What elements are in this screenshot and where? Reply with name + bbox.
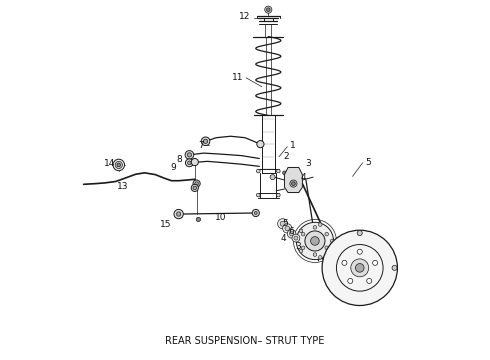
Text: 4: 4 (300, 173, 306, 182)
Circle shape (257, 140, 264, 148)
Circle shape (254, 212, 257, 215)
Circle shape (283, 171, 286, 175)
Circle shape (267, 8, 270, 12)
Circle shape (348, 278, 353, 283)
Circle shape (280, 221, 285, 226)
Text: 5: 5 (283, 219, 289, 228)
Circle shape (115, 161, 122, 168)
Text: 8: 8 (176, 155, 182, 164)
Text: 3: 3 (305, 159, 311, 168)
Circle shape (325, 246, 328, 249)
Circle shape (185, 150, 194, 159)
Circle shape (188, 161, 191, 165)
Circle shape (342, 260, 347, 265)
Text: 5: 5 (365, 158, 371, 167)
Circle shape (372, 260, 378, 265)
Circle shape (285, 226, 290, 231)
Circle shape (322, 230, 397, 306)
Circle shape (191, 184, 198, 192)
Circle shape (265, 6, 272, 13)
Text: 1: 1 (290, 141, 295, 150)
Circle shape (290, 180, 297, 187)
Circle shape (276, 169, 280, 173)
Circle shape (301, 232, 305, 236)
Text: 10: 10 (215, 213, 226, 222)
Circle shape (357, 249, 362, 254)
Circle shape (113, 159, 124, 171)
Circle shape (256, 169, 260, 173)
Circle shape (318, 256, 322, 259)
Circle shape (299, 249, 303, 253)
Text: 7: 7 (198, 141, 204, 150)
Circle shape (203, 139, 208, 143)
Circle shape (191, 158, 198, 166)
Circle shape (313, 226, 317, 229)
Circle shape (292, 182, 295, 185)
Circle shape (367, 278, 372, 283)
Circle shape (299, 229, 303, 233)
Circle shape (176, 212, 181, 216)
Circle shape (193, 186, 196, 190)
Circle shape (256, 193, 260, 197)
Polygon shape (285, 167, 302, 193)
Circle shape (283, 224, 292, 233)
Text: 11: 11 (232, 73, 243, 82)
Circle shape (193, 180, 200, 187)
Circle shape (270, 175, 275, 180)
Circle shape (357, 230, 362, 235)
Circle shape (201, 137, 210, 145)
Circle shape (318, 223, 322, 226)
Text: 3: 3 (295, 242, 301, 251)
Text: 2: 2 (284, 152, 290, 161)
Circle shape (290, 231, 294, 236)
Circle shape (311, 237, 319, 245)
Text: 6: 6 (289, 228, 294, 237)
Circle shape (330, 239, 334, 243)
Circle shape (392, 265, 397, 270)
Circle shape (278, 219, 288, 229)
Circle shape (294, 236, 298, 240)
Text: 4: 4 (280, 234, 286, 243)
Circle shape (174, 210, 183, 219)
Circle shape (296, 222, 334, 260)
Text: 15: 15 (160, 220, 172, 229)
Circle shape (252, 210, 259, 217)
Circle shape (292, 234, 300, 242)
Circle shape (196, 217, 200, 222)
Circle shape (355, 264, 364, 272)
Text: 12: 12 (239, 12, 250, 21)
Circle shape (313, 253, 317, 256)
Text: 9: 9 (171, 163, 176, 172)
Circle shape (305, 231, 325, 251)
Text: REAR SUSPENSION– STRUT TYPE: REAR SUSPENSION– STRUT TYPE (165, 336, 325, 346)
Text: 14: 14 (104, 159, 116, 168)
Circle shape (276, 193, 280, 197)
Text: 13: 13 (117, 182, 128, 191)
Circle shape (195, 182, 198, 185)
Circle shape (287, 229, 296, 238)
Circle shape (117, 163, 121, 167)
Circle shape (301, 246, 305, 249)
Circle shape (186, 159, 194, 167)
Circle shape (325, 232, 328, 236)
Circle shape (351, 259, 368, 277)
Circle shape (187, 153, 192, 157)
